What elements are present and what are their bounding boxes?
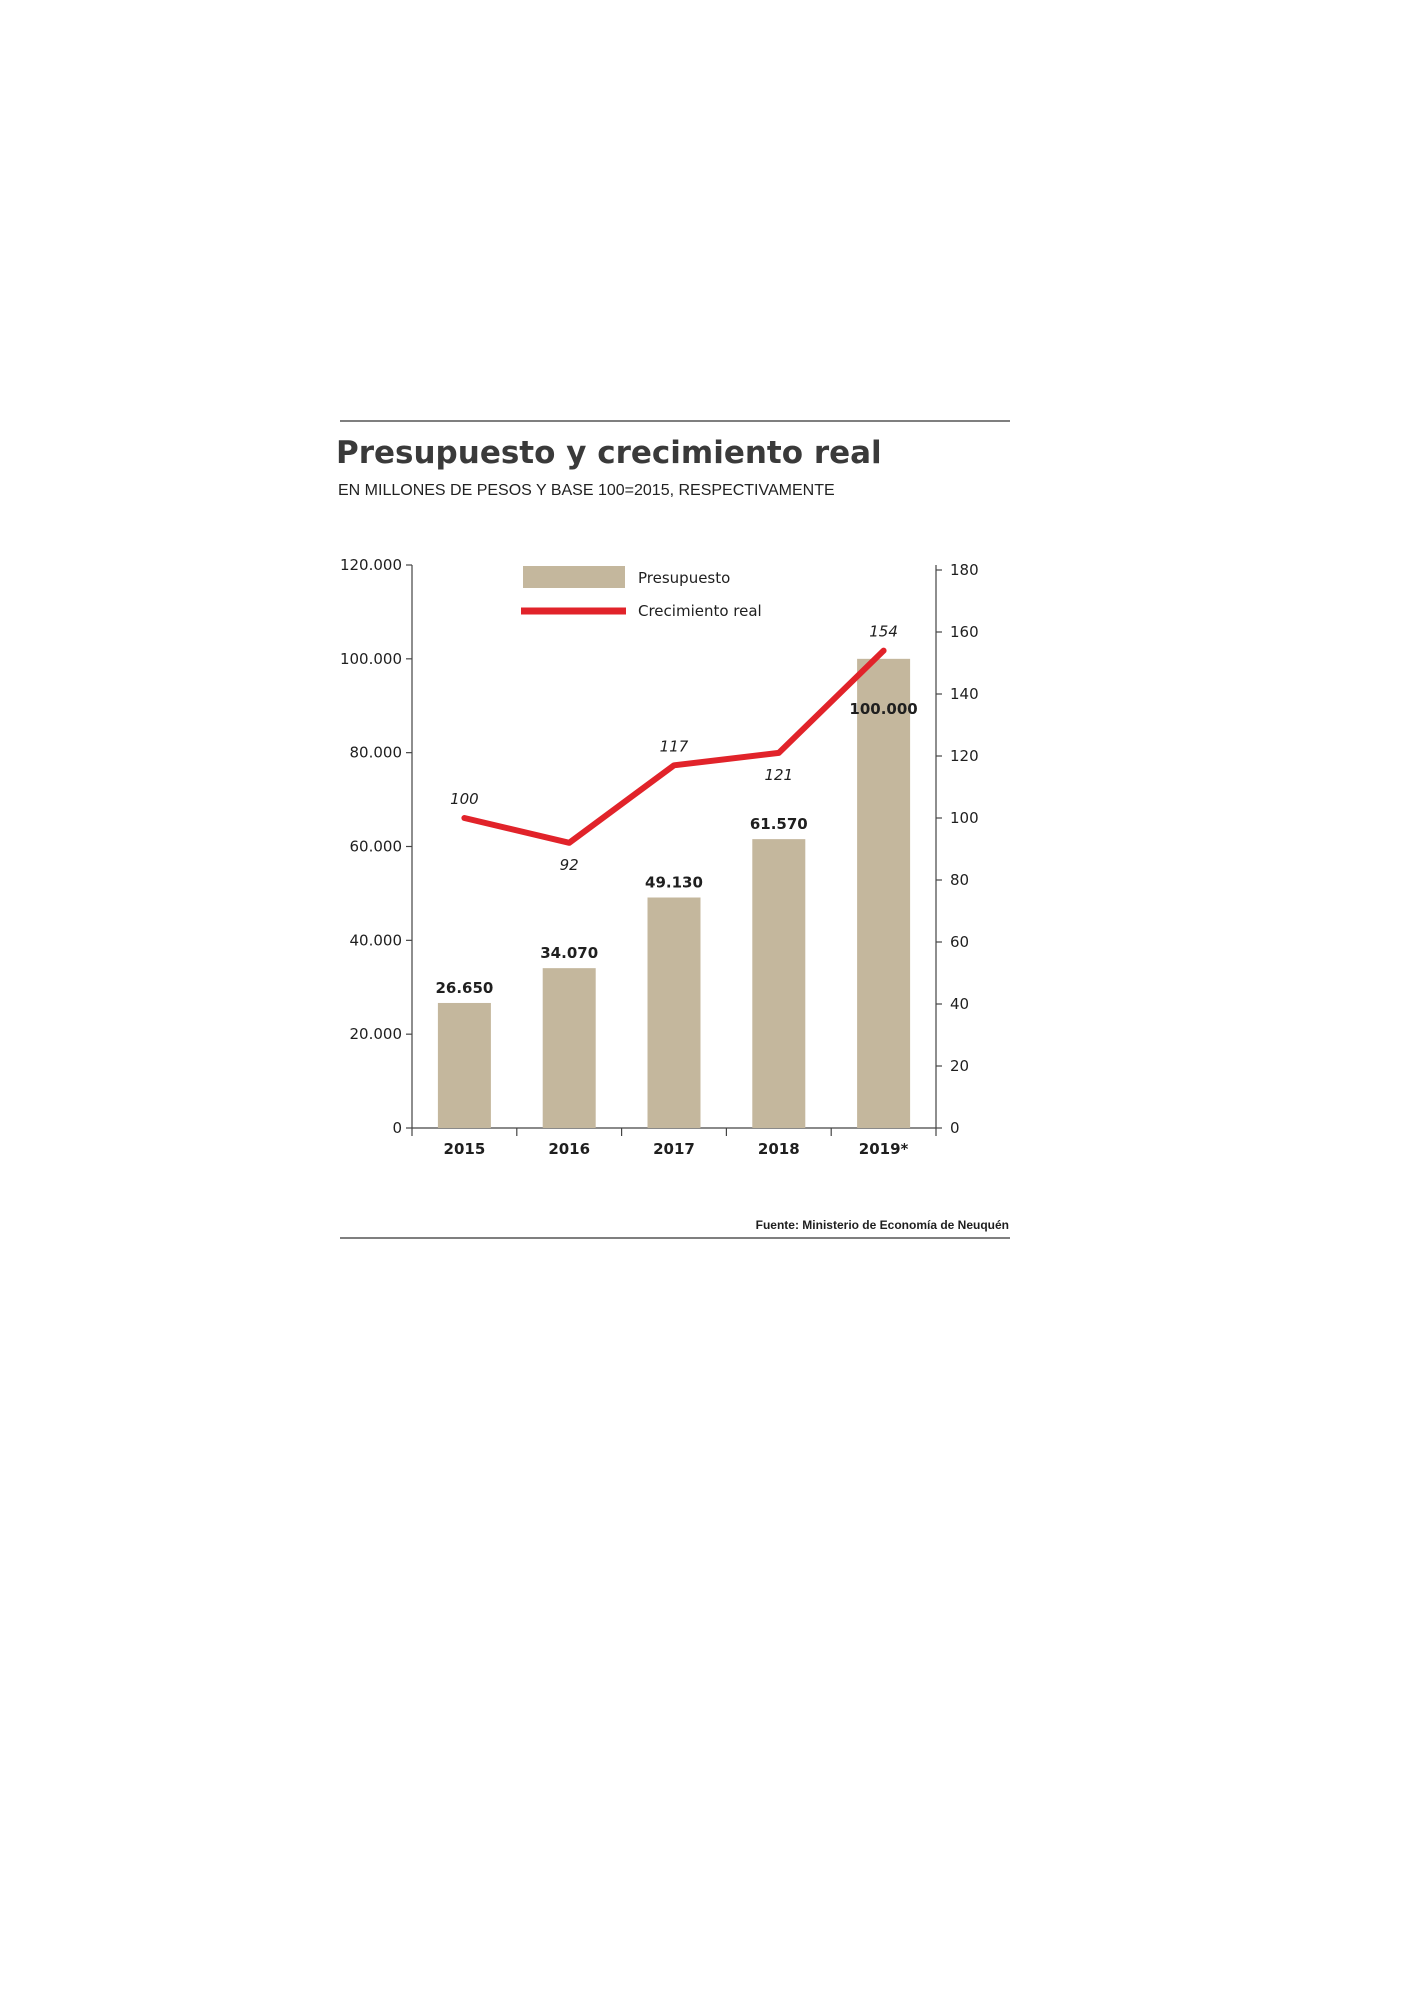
line-labels: 100 92 117 121 154	[450, 623, 898, 874]
y-right-tick-label: 0	[950, 1119, 960, 1137]
bar-labels: 26.650 34.070 49.130 61.570 100.000	[435, 700, 917, 997]
source-note: Fuente: Ministerio de Economía de Neuqué…	[756, 1218, 1009, 1232]
x-tick-label: 2019*	[859, 1140, 909, 1158]
y-right-tick-label: 120	[950, 747, 979, 765]
bar-value-label: 34.070	[540, 944, 598, 962]
y-left-tick-label: 60.000	[350, 838, 403, 856]
chart-title: Presupuesto y crecimiento real	[336, 435, 882, 471]
bar	[752, 839, 806, 1128]
y-right-tick-label: 180	[950, 561, 979, 579]
legend-swatch-presupuesto	[523, 566, 625, 588]
bar-value-label: 26.650	[435, 979, 493, 997]
x-ticks: 2015 2016 2017 2018 2019*	[411, 1128, 937, 1158]
line-value-label: 117	[660, 737, 689, 755]
legend-label-presupuesto: Presupuesto	[638, 569, 730, 587]
bar-value-label: 100.000	[849, 700, 917, 718]
left-ticks: 0 20.000 40.000 60.000 80.000 100.000 120.000	[340, 556, 412, 1137]
line-point	[672, 763, 676, 768]
line-value-label: 154	[869, 623, 898, 641]
y-right-tick-label: 100	[950, 809, 979, 827]
x-tick-label: 2017	[653, 1140, 695, 1158]
line-value-label: 92	[560, 856, 579, 874]
legend-label-crecimiento: Crecimiento real	[638, 602, 762, 620]
line-point	[776, 750, 781, 755]
bar-value-label: 49.130	[645, 873, 703, 891]
x-tick-label: 2018	[758, 1140, 800, 1158]
bar-value-label: 61.570	[750, 815, 808, 833]
line-value-label: 121	[764, 766, 793, 784]
bar	[647, 897, 701, 1128]
line-value-label: 100	[450, 790, 479, 808]
line-point	[462, 816, 467, 820]
y-left-tick-label: 40.000	[350, 931, 403, 949]
y-left-tick-label: 0	[392, 1119, 402, 1137]
y-left-tick-label: 20.000	[350, 1025, 403, 1043]
line-layer	[461, 647, 887, 846]
y-right-tick-label: 160	[950, 623, 979, 641]
y-left-tick-label: 100.000	[340, 650, 402, 668]
bars	[437, 658, 911, 1128]
bar	[857, 658, 911, 1128]
y-right-tick-label: 80	[950, 871, 969, 889]
x-tick-label: 2015	[444, 1140, 486, 1158]
chart-subtitle: EN MILLONES DE PESOS Y BASE 100=2015, RE…	[338, 482, 835, 499]
bar	[437, 1002, 491, 1128]
right-ticks: 0 20 40 60 80 100 120 140 160 180	[936, 561, 979, 1137]
y-right-tick-label: 140	[950, 685, 979, 703]
y-left-tick-label: 80.000	[350, 744, 403, 762]
y-right-tick-label: 60	[950, 933, 969, 951]
y-left-tick-label: 120.000	[340, 556, 402, 574]
line-point	[881, 648, 886, 653]
legend: Presupuesto Crecimiento real	[521, 566, 762, 620]
y-right-tick-label: 20	[950, 1057, 969, 1075]
x-tick-label: 2016	[548, 1140, 590, 1158]
y-right-tick-label: 40	[950, 995, 969, 1013]
bar	[542, 968, 596, 1128]
line-point	[567, 840, 572, 845]
